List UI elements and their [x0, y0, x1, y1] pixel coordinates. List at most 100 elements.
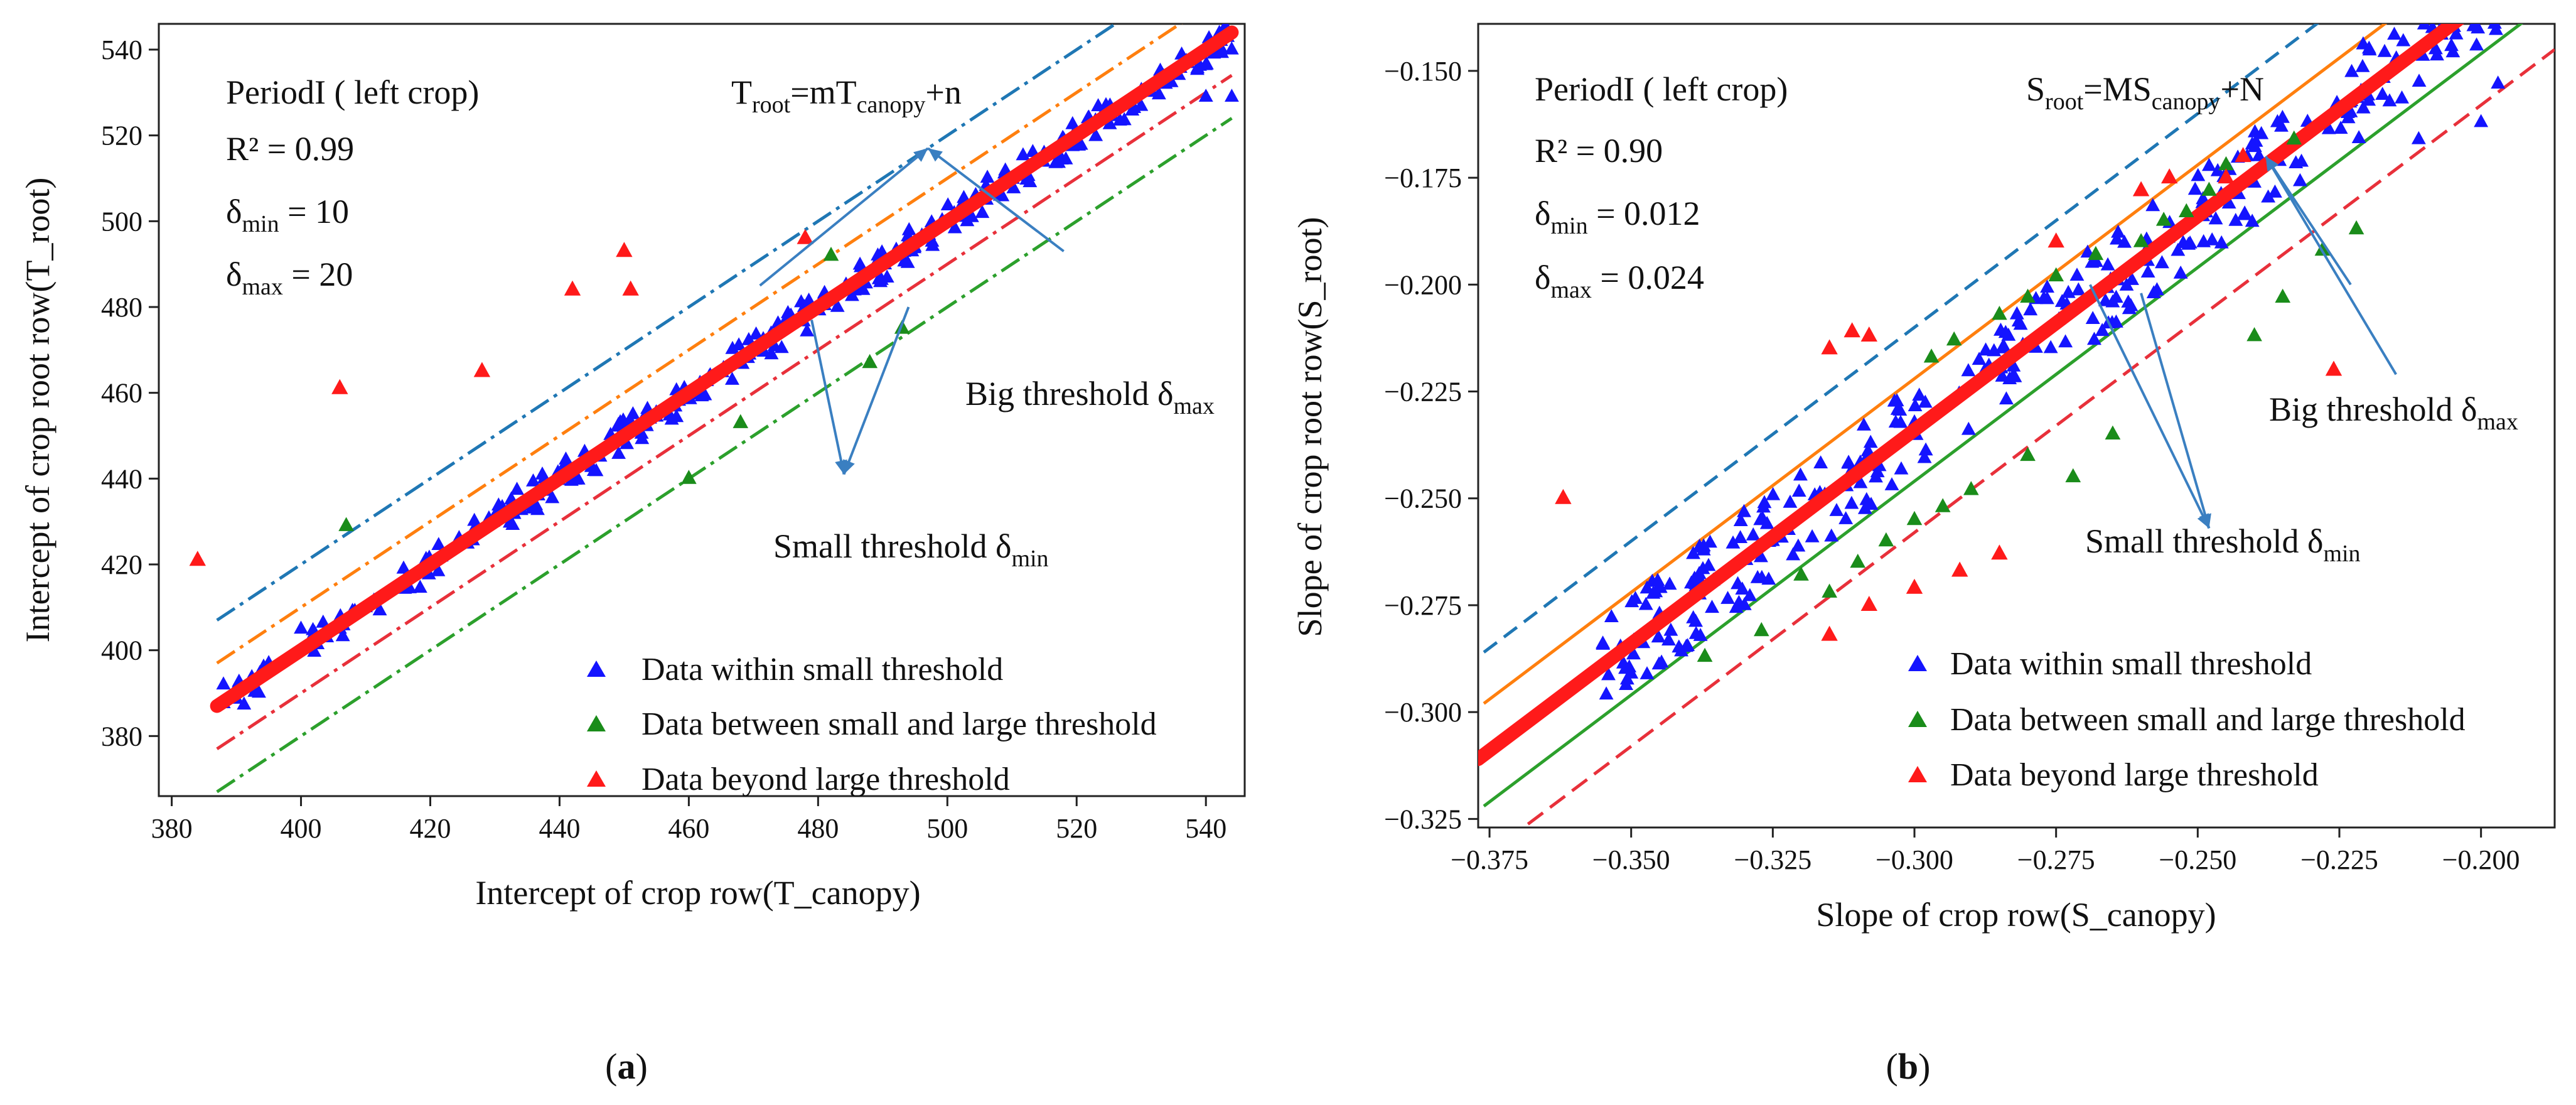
point-within — [1701, 558, 1716, 571]
x-tick-label: −0.200 — [2442, 844, 2520, 875]
point-between — [2133, 233, 2149, 247]
point-within — [900, 254, 915, 268]
point-beyond — [331, 379, 348, 394]
point-within — [1746, 527, 1761, 541]
point-within — [2449, 26, 2464, 40]
point-within — [1755, 510, 1770, 524]
point-between — [2201, 181, 2217, 196]
threshold-line-lower-large — [216, 117, 1233, 794]
point-within — [2069, 267, 2085, 281]
point-within — [1887, 393, 1902, 407]
point-within — [611, 446, 626, 459]
point-within — [2011, 313, 2026, 326]
point-within — [2395, 90, 2409, 104]
point-within — [741, 332, 756, 345]
caption-a: (a) — [605, 1046, 648, 1087]
point-within — [316, 614, 331, 628]
y-tick-label: −0.150 — [1384, 56, 1462, 87]
point-within — [1995, 369, 2010, 382]
x-tick-label: 400 — [281, 813, 322, 844]
point-within — [2444, 38, 2459, 51]
point-within — [396, 560, 411, 574]
point-within — [2417, 24, 2432, 30]
point-within — [1857, 418, 1871, 431]
x-tick-label: −0.300 — [1876, 844, 1953, 875]
point-within — [2356, 100, 2371, 114]
point-within — [2254, 126, 2269, 139]
point-between — [2105, 425, 2121, 439]
point-beyond — [2218, 168, 2235, 184]
point-within — [1088, 127, 1103, 141]
point-between — [2088, 245, 2104, 261]
x-tick-label: 540 — [1185, 813, 1226, 844]
point-within — [694, 388, 709, 402]
point-between — [1822, 583, 1837, 598]
point-within — [2375, 87, 2390, 100]
point-within — [2268, 184, 2282, 198]
small-threshold-arrowhead — [2197, 513, 2209, 529]
y-tick-label: −0.175 — [1384, 163, 1462, 193]
point-within — [1652, 579, 1667, 593]
point-within — [1733, 513, 1748, 526]
point-within — [1125, 102, 1140, 116]
panel-a: 380 400 420 440 460 480 500 520 540 380 400 420 440 4… — [19, 23, 1246, 1087]
legend-marker-within — [1908, 655, 1927, 671]
point-beyond — [1843, 322, 1860, 338]
point-between — [2020, 288, 2036, 303]
point-within — [237, 696, 252, 710]
point-within — [1857, 501, 1872, 514]
point-within — [749, 326, 764, 340]
point-within — [2036, 290, 2051, 304]
threshold-line-upper-large — [216, 24, 1119, 622]
point-within — [2491, 75, 2506, 89]
point-within — [2412, 73, 2427, 87]
point-within — [1754, 569, 1769, 583]
point-within — [764, 346, 779, 360]
point-within — [2089, 254, 2103, 267]
point-beyond — [1860, 596, 1877, 611]
point-beyond — [1821, 339, 1838, 355]
point-within — [2176, 235, 2191, 249]
point-within — [2085, 311, 2100, 324]
point-within — [1604, 609, 1619, 622]
legend-marker-beyond — [587, 770, 606, 787]
point-within — [1686, 610, 1701, 623]
point-beyond — [622, 280, 639, 296]
point-within — [1022, 174, 1038, 188]
point-within — [1754, 549, 1768, 563]
point-within — [2355, 58, 2370, 72]
point-within — [1786, 547, 1801, 561]
point-within — [1720, 591, 1736, 604]
point-within — [294, 620, 308, 634]
point-within — [2245, 136, 2260, 150]
point-within — [2023, 302, 2038, 316]
point-within — [2196, 234, 2211, 247]
point-within — [1596, 635, 1610, 649]
point-within — [1766, 487, 1781, 500]
point-beyond — [2047, 232, 2064, 248]
point-between — [2218, 156, 2234, 171]
y-tick-label: −0.275 — [1384, 590, 1462, 621]
point-within — [2098, 293, 2113, 306]
point-within — [2054, 294, 2069, 307]
big-threshold-arrowhead — [913, 148, 928, 162]
point-within — [2289, 155, 2304, 168]
legend-label-within: Data within small threshold — [641, 652, 1003, 687]
point-beyond — [797, 229, 813, 244]
point-beyond — [2235, 147, 2251, 163]
point-within — [1863, 434, 1878, 448]
point-within — [2430, 47, 2444, 61]
point-within — [2006, 358, 2021, 372]
point-within — [307, 644, 322, 657]
big-threshold-arrowhead — [928, 148, 943, 162]
small-threshold-arrow — [810, 320, 845, 475]
delta-min-label: δmin = 10 — [226, 193, 349, 237]
plot-a-frame — [158, 23, 1246, 797]
point-beyond — [189, 551, 206, 566]
point-between — [1935, 498, 1951, 512]
point-within — [1793, 467, 1808, 481]
point-within — [725, 340, 740, 354]
x-axis-label: Intercept of crop row(T_canopy) — [475, 874, 920, 912]
point-within — [800, 323, 815, 337]
